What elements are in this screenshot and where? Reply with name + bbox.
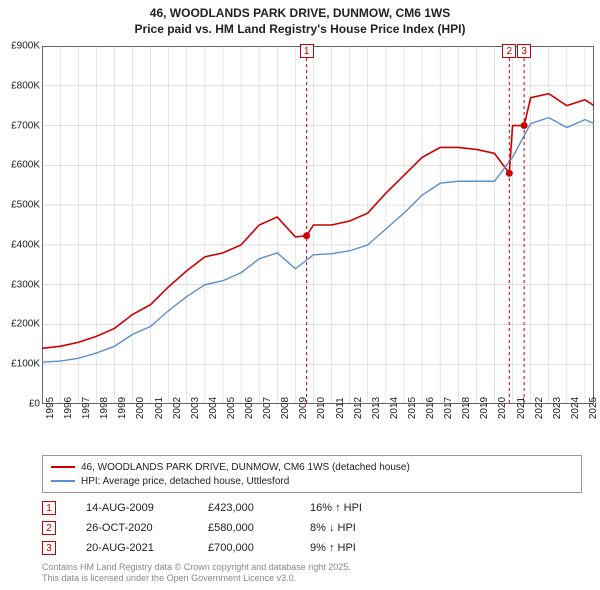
- sales-date: 20-AUG-2021: [86, 542, 196, 554]
- legend-item: HPI: Average price, detached house, Uttl…: [51, 474, 573, 488]
- legend-swatch: [51, 480, 75, 482]
- sales-date: 14-AUG-2009: [86, 502, 196, 514]
- sales-marker-box: 3: [42, 541, 56, 555]
- x-tick-label: 2013: [371, 397, 382, 419]
- x-tick-label: 2022: [534, 397, 545, 419]
- y-tick-label: £400K: [11, 239, 40, 250]
- y-tick-label: £300K: [11, 279, 40, 290]
- chart-svg: [42, 46, 594, 404]
- page: 46, WOODLANDS PARK DRIVE, DUNMOW, CM6 1W…: [0, 0, 600, 590]
- x-tick-label: 2005: [226, 397, 237, 419]
- sales-price: £700,000: [208, 542, 298, 554]
- x-tick-label: 2004: [208, 397, 219, 419]
- x-tick-label: 2009: [298, 397, 309, 419]
- x-tick-label: 2024: [570, 397, 581, 419]
- x-tick-label: 2007: [262, 397, 273, 419]
- x-tick-label: 1996: [63, 397, 74, 419]
- sales-delta: 16% ↑ HPI: [310, 502, 400, 514]
- x-tick-label: 2006: [244, 397, 255, 419]
- x-tick-label: 2020: [497, 397, 508, 419]
- y-tick-label: £100K: [11, 359, 40, 370]
- sale-marker-2: 2: [502, 44, 516, 58]
- sales-price: £580,000: [208, 522, 298, 534]
- x-tick-label: 1999: [117, 397, 128, 419]
- x-tick-label: 2011: [335, 397, 346, 419]
- y-tick-label: £200K: [11, 319, 40, 330]
- sales-delta: 9% ↑ HPI: [310, 542, 400, 554]
- x-tick-label: 2019: [479, 397, 490, 419]
- x-tick-label: 2015: [407, 397, 418, 419]
- x-tick-label: 1995: [45, 397, 56, 419]
- sales-table: 1 14-AUG-2009 £423,000 16% ↑ HPI 2 26-OCT-202…: [42, 498, 582, 558]
- y-tick-label: £800K: [11, 80, 40, 91]
- x-tick-label: 2017: [443, 397, 454, 419]
- y-tick-label: £900K: [11, 41, 40, 52]
- legend-label: 46, WOODLANDS PARK DRIVE, DUNMOW, CM6 1W…: [81, 462, 410, 473]
- legend-item: 46, WOODLANDS PARK DRIVE, DUNMOW, CM6 1W…: [51, 460, 573, 474]
- x-tick-label: 2016: [425, 397, 436, 419]
- x-tick-label: 2018: [461, 397, 472, 419]
- x-tick-label: 2023: [552, 397, 563, 419]
- footer: Contains HM Land Registry data © Crown c…: [42, 562, 351, 584]
- y-tick-label: £0: [29, 399, 40, 410]
- sales-row: 3 20-AUG-2021 £700,000 9% ↑ HPI: [42, 538, 582, 558]
- title-line-2: Price paid vs. HM Land Registry's House …: [0, 22, 600, 38]
- sale-marker-3: 3: [517, 44, 531, 58]
- footer-line-2: This data is licensed under the Open Gov…: [42, 573, 351, 584]
- legend-label: HPI: Average price, detached house, Uttl…: [81, 476, 289, 487]
- x-tick-label: 2002: [172, 397, 183, 419]
- sales-price: £423,000: [208, 502, 298, 514]
- x-tick-label: 2012: [353, 397, 364, 419]
- x-tick-label: 2025: [588, 397, 599, 419]
- title-line-1: 46, WOODLANDS PARK DRIVE, DUNMOW, CM6 1W…: [0, 6, 600, 22]
- sales-delta: 8% ↓ HPI: [310, 522, 400, 534]
- x-tick-label: 2000: [135, 397, 146, 419]
- y-tick-label: £700K: [11, 120, 40, 131]
- x-tick-label: 2021: [516, 397, 527, 419]
- x-tick-label: 2003: [190, 397, 201, 419]
- sales-row: 2 26-OCT-2020 £580,000 8% ↓ HPI: [42, 518, 582, 538]
- y-tick-label: £500K: [11, 200, 40, 211]
- chart-title: 46, WOODLANDS PARK DRIVE, DUNMOW, CM6 1W…: [0, 0, 600, 37]
- y-tick-label: £600K: [11, 160, 40, 171]
- x-tick-label: 2001: [154, 397, 165, 419]
- sales-row: 1 14-AUG-2009 £423,000 16% ↑ HPI: [42, 498, 582, 518]
- x-tick-label: 2010: [316, 397, 327, 419]
- x-tick-label: 1998: [99, 397, 110, 419]
- x-tick-label: 2014: [389, 397, 400, 419]
- chart: [42, 46, 594, 404]
- sale-marker-1: 1: [300, 44, 314, 58]
- sales-marker-box: 2: [42, 521, 56, 535]
- x-tick-label: 1997: [81, 397, 92, 419]
- legend: 46, WOODLANDS PARK DRIVE, DUNMOW, CM6 1W…: [42, 455, 582, 493]
- x-tick-label: 2008: [280, 397, 291, 419]
- sales-date: 26-OCT-2020: [86, 522, 196, 534]
- legend-swatch: [51, 466, 75, 468]
- footer-line-1: Contains HM Land Registry data © Crown c…: [42, 562, 351, 573]
- sales-marker-box: 1: [42, 501, 56, 515]
